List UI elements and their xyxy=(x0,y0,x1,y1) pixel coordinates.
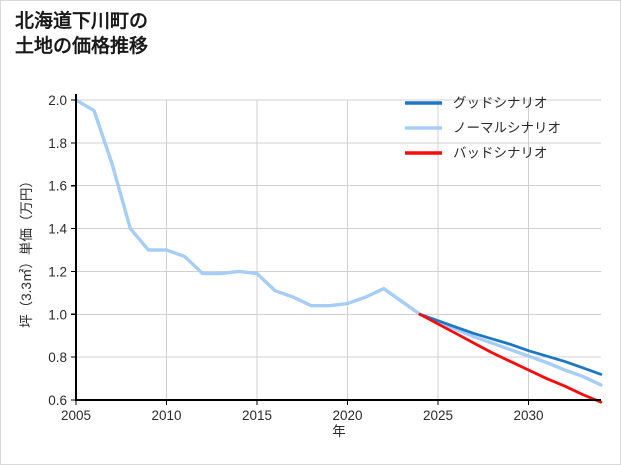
series-line-bad xyxy=(418,312,603,404)
y-tick-label: 1.6 xyxy=(48,179,67,194)
x-tick-label: 2025 xyxy=(423,408,453,423)
page-title: 北海道下川町の 土地の価格推移 xyxy=(15,11,149,57)
legend-label-bad: バッドシナリオ xyxy=(453,146,548,161)
y-tick-label: 0.8 xyxy=(48,350,67,365)
x-tick-labels: 2005 2010 2015 2020 2025 2030 xyxy=(61,408,544,423)
y-tick-label: 1.2 xyxy=(48,264,67,279)
y-axis-title: 坪（3.3㎡）単価（万円） xyxy=(19,174,34,328)
x-tick-label: 2020 xyxy=(332,408,362,423)
x-tick-label: 2030 xyxy=(513,408,543,423)
series-lines xyxy=(74,98,603,404)
y-tick-label: 1.0 xyxy=(48,307,67,322)
y-tick-label: 1.8 xyxy=(48,136,67,151)
y-tick-label: 0.6 xyxy=(48,393,67,408)
axis-ticks xyxy=(71,99,530,405)
y-tick-label: 2.0 xyxy=(48,93,67,108)
legend-label-normal: ノーマルシナリオ xyxy=(453,121,561,136)
x-tick-label: 2015 xyxy=(242,408,272,423)
legend-label-good: グッドシナリオ xyxy=(453,96,548,111)
y-tick-label: 1.4 xyxy=(48,222,67,237)
series-line-normal xyxy=(74,98,603,387)
x-tick-label: 2005 xyxy=(61,408,91,423)
axes-spines xyxy=(74,94,601,402)
x-axis-title: 年 xyxy=(332,424,346,439)
series-line-good xyxy=(418,312,603,376)
x-tick-label: 2010 xyxy=(151,408,181,423)
y-tick-labels: 0.6 0.8 1.0 1.2 1.4 1.6 1.8 2.0 xyxy=(48,93,67,408)
